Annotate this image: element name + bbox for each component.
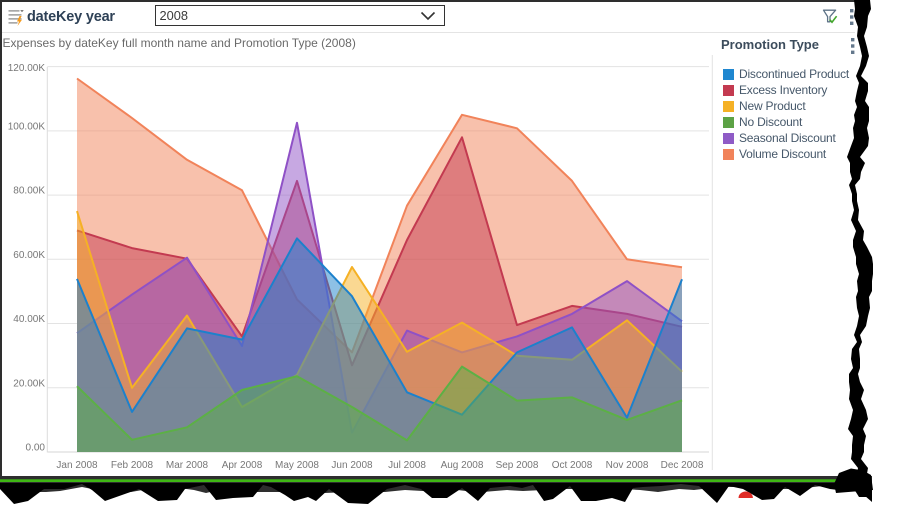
svg-text:60.00K: 60.00K <box>13 250 45 261</box>
svg-text:Sep 2008: Sep 2008 <box>496 460 539 471</box>
svg-text:Jan 2008: Jan 2008 <box>56 460 98 471</box>
svg-text:40.00K: 40.00K <box>13 314 45 325</box>
svg-text:Aug 2008: Aug 2008 <box>441 460 484 471</box>
svg-text:Apr 2008: Apr 2008 <box>222 460 263 471</box>
svg-text:Feb 2008: Feb 2008 <box>111 460 154 471</box>
svg-text:Dec 2008: Dec 2008 <box>661 460 704 471</box>
svg-text:20.00K: 20.00K <box>13 378 45 389</box>
svg-text:80.00K: 80.00K <box>13 186 45 197</box>
svg-text:100.00K: 100.00K <box>8 121 46 132</box>
svg-text:Nov 2008: Nov 2008 <box>606 460 649 471</box>
svg-text:Oct 2008: Oct 2008 <box>552 460 593 471</box>
svg-text:0.00: 0.00 <box>26 443 46 454</box>
svg-text:Jul 2008: Jul 2008 <box>388 460 426 471</box>
svg-text:Mar 2008: Mar 2008 <box>166 460 209 471</box>
svg-text:May 2008: May 2008 <box>275 460 319 471</box>
svg-text:Jun 2008: Jun 2008 <box>331 460 373 471</box>
svg-text:120.00K: 120.00K <box>8 63 46 74</box>
